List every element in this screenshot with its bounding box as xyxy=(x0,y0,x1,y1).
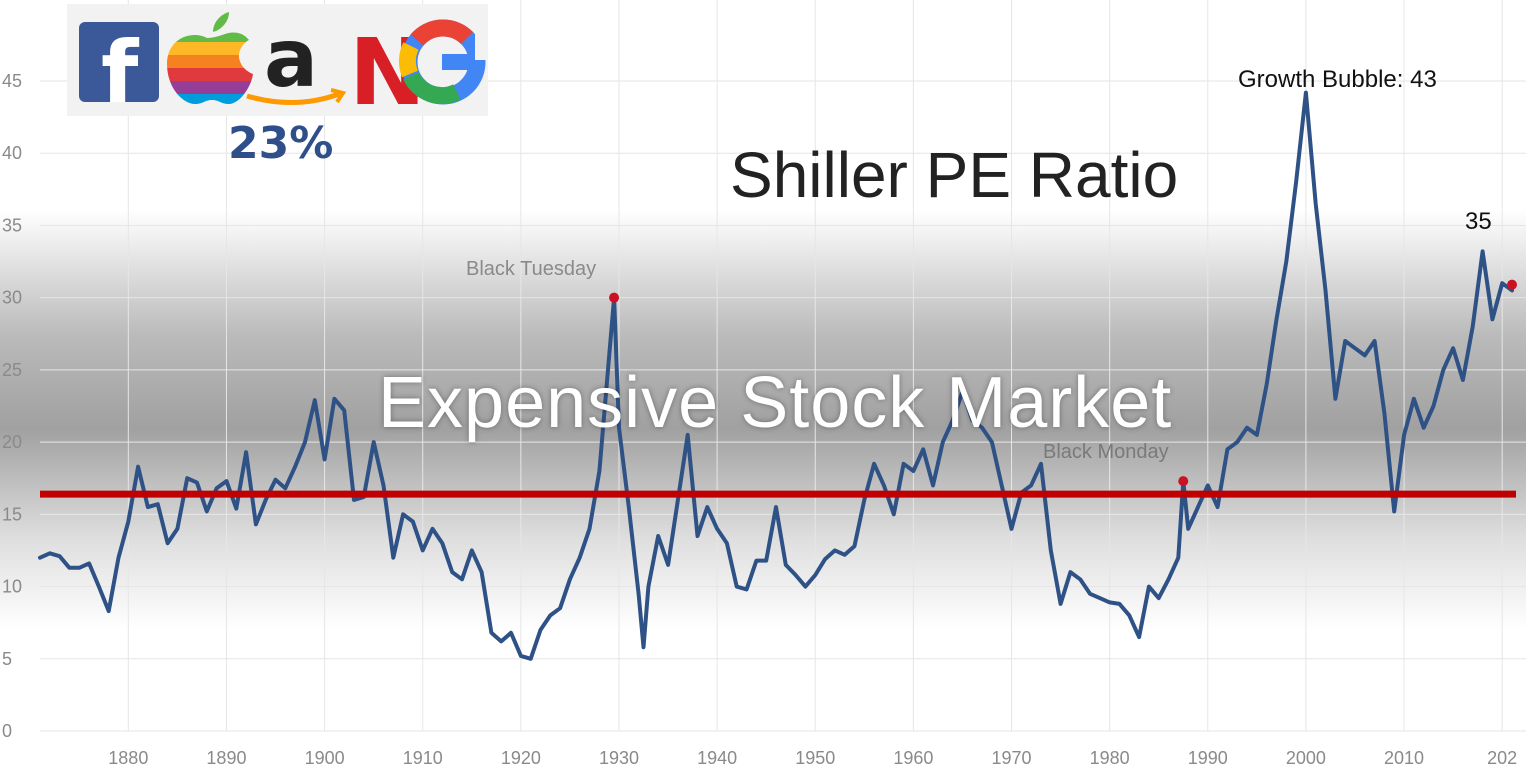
x-tick-label: 202 xyxy=(1487,748,1517,768)
annotation-growth-bubble: Growth Bubble: 43 xyxy=(1238,66,1437,93)
x-tick-label: 2000 xyxy=(1286,748,1326,768)
annotation-black-monday: Black Monday xyxy=(1043,441,1169,463)
facebook-logo-icon xyxy=(79,22,159,102)
x-tick-label: 1920 xyxy=(501,748,541,768)
y-tick-label: 0 xyxy=(2,721,12,741)
x-tick-label: 1930 xyxy=(599,748,639,768)
y-tick-label: 45 xyxy=(2,71,22,91)
grid-lines xyxy=(40,0,1526,732)
x-tick-label: 1940 xyxy=(697,748,737,768)
faang-percent: 23% xyxy=(228,118,334,169)
annotation-marker xyxy=(1507,279,1517,290)
x-tick-label: 1970 xyxy=(991,748,1031,768)
x-tick-label: 1880 xyxy=(108,748,148,768)
x-tick-label: 1960 xyxy=(893,748,933,768)
y-tick-label: 20 xyxy=(2,432,22,452)
faang-logo-svg: f a N xyxy=(79,12,489,126)
y-tick-label: 10 xyxy=(2,577,22,597)
annotation-black-tuesday: Black Tuesday xyxy=(466,258,597,280)
y-tick-label: 35 xyxy=(2,215,22,235)
x-tick-label: 1910 xyxy=(403,748,443,768)
y-tick-label: 5 xyxy=(2,649,12,669)
facebook-letter: f xyxy=(101,23,140,116)
series-line xyxy=(38,90,1514,661)
annotation-35: 35 xyxy=(1465,208,1492,235)
y-tick-label: 15 xyxy=(2,504,22,524)
y-tick-label: 30 xyxy=(2,288,22,308)
annotation-marker xyxy=(1178,476,1189,487)
x-tick-labels: 1880 1890 1900 1910 1920 1930 1940 1950 1960 1970… xyxy=(108,748,1517,768)
google-logo-icon xyxy=(398,19,489,105)
amazon-smile-icon xyxy=(246,91,340,105)
x-tick-label: 1890 xyxy=(206,748,246,768)
x-tick-label: 1980 xyxy=(1090,748,1130,768)
x-tick-label: 1950 xyxy=(795,748,835,768)
annotation-marker xyxy=(609,292,620,303)
chart-title: Shiller PE Ratio xyxy=(730,139,1179,211)
x-tick-label: 1900 xyxy=(305,748,345,768)
faang-logo: f a N xyxy=(67,4,489,126)
x-tick-label: 2010 xyxy=(1384,748,1424,768)
overlay-caption: Expensive Stock Market xyxy=(378,363,1173,443)
amazon-letter: a xyxy=(264,12,318,105)
y-tick-label: 40 xyxy=(2,143,22,163)
y-tick-labels: 0 5 10 15 20 25 30 35 40 45 xyxy=(2,71,22,741)
y-tick-label: 25 xyxy=(2,360,22,380)
x-tick-label: 1990 xyxy=(1188,748,1228,768)
apple-logo-icon xyxy=(167,12,253,105)
annotation-markers xyxy=(609,279,1517,487)
series-group xyxy=(38,90,1514,661)
